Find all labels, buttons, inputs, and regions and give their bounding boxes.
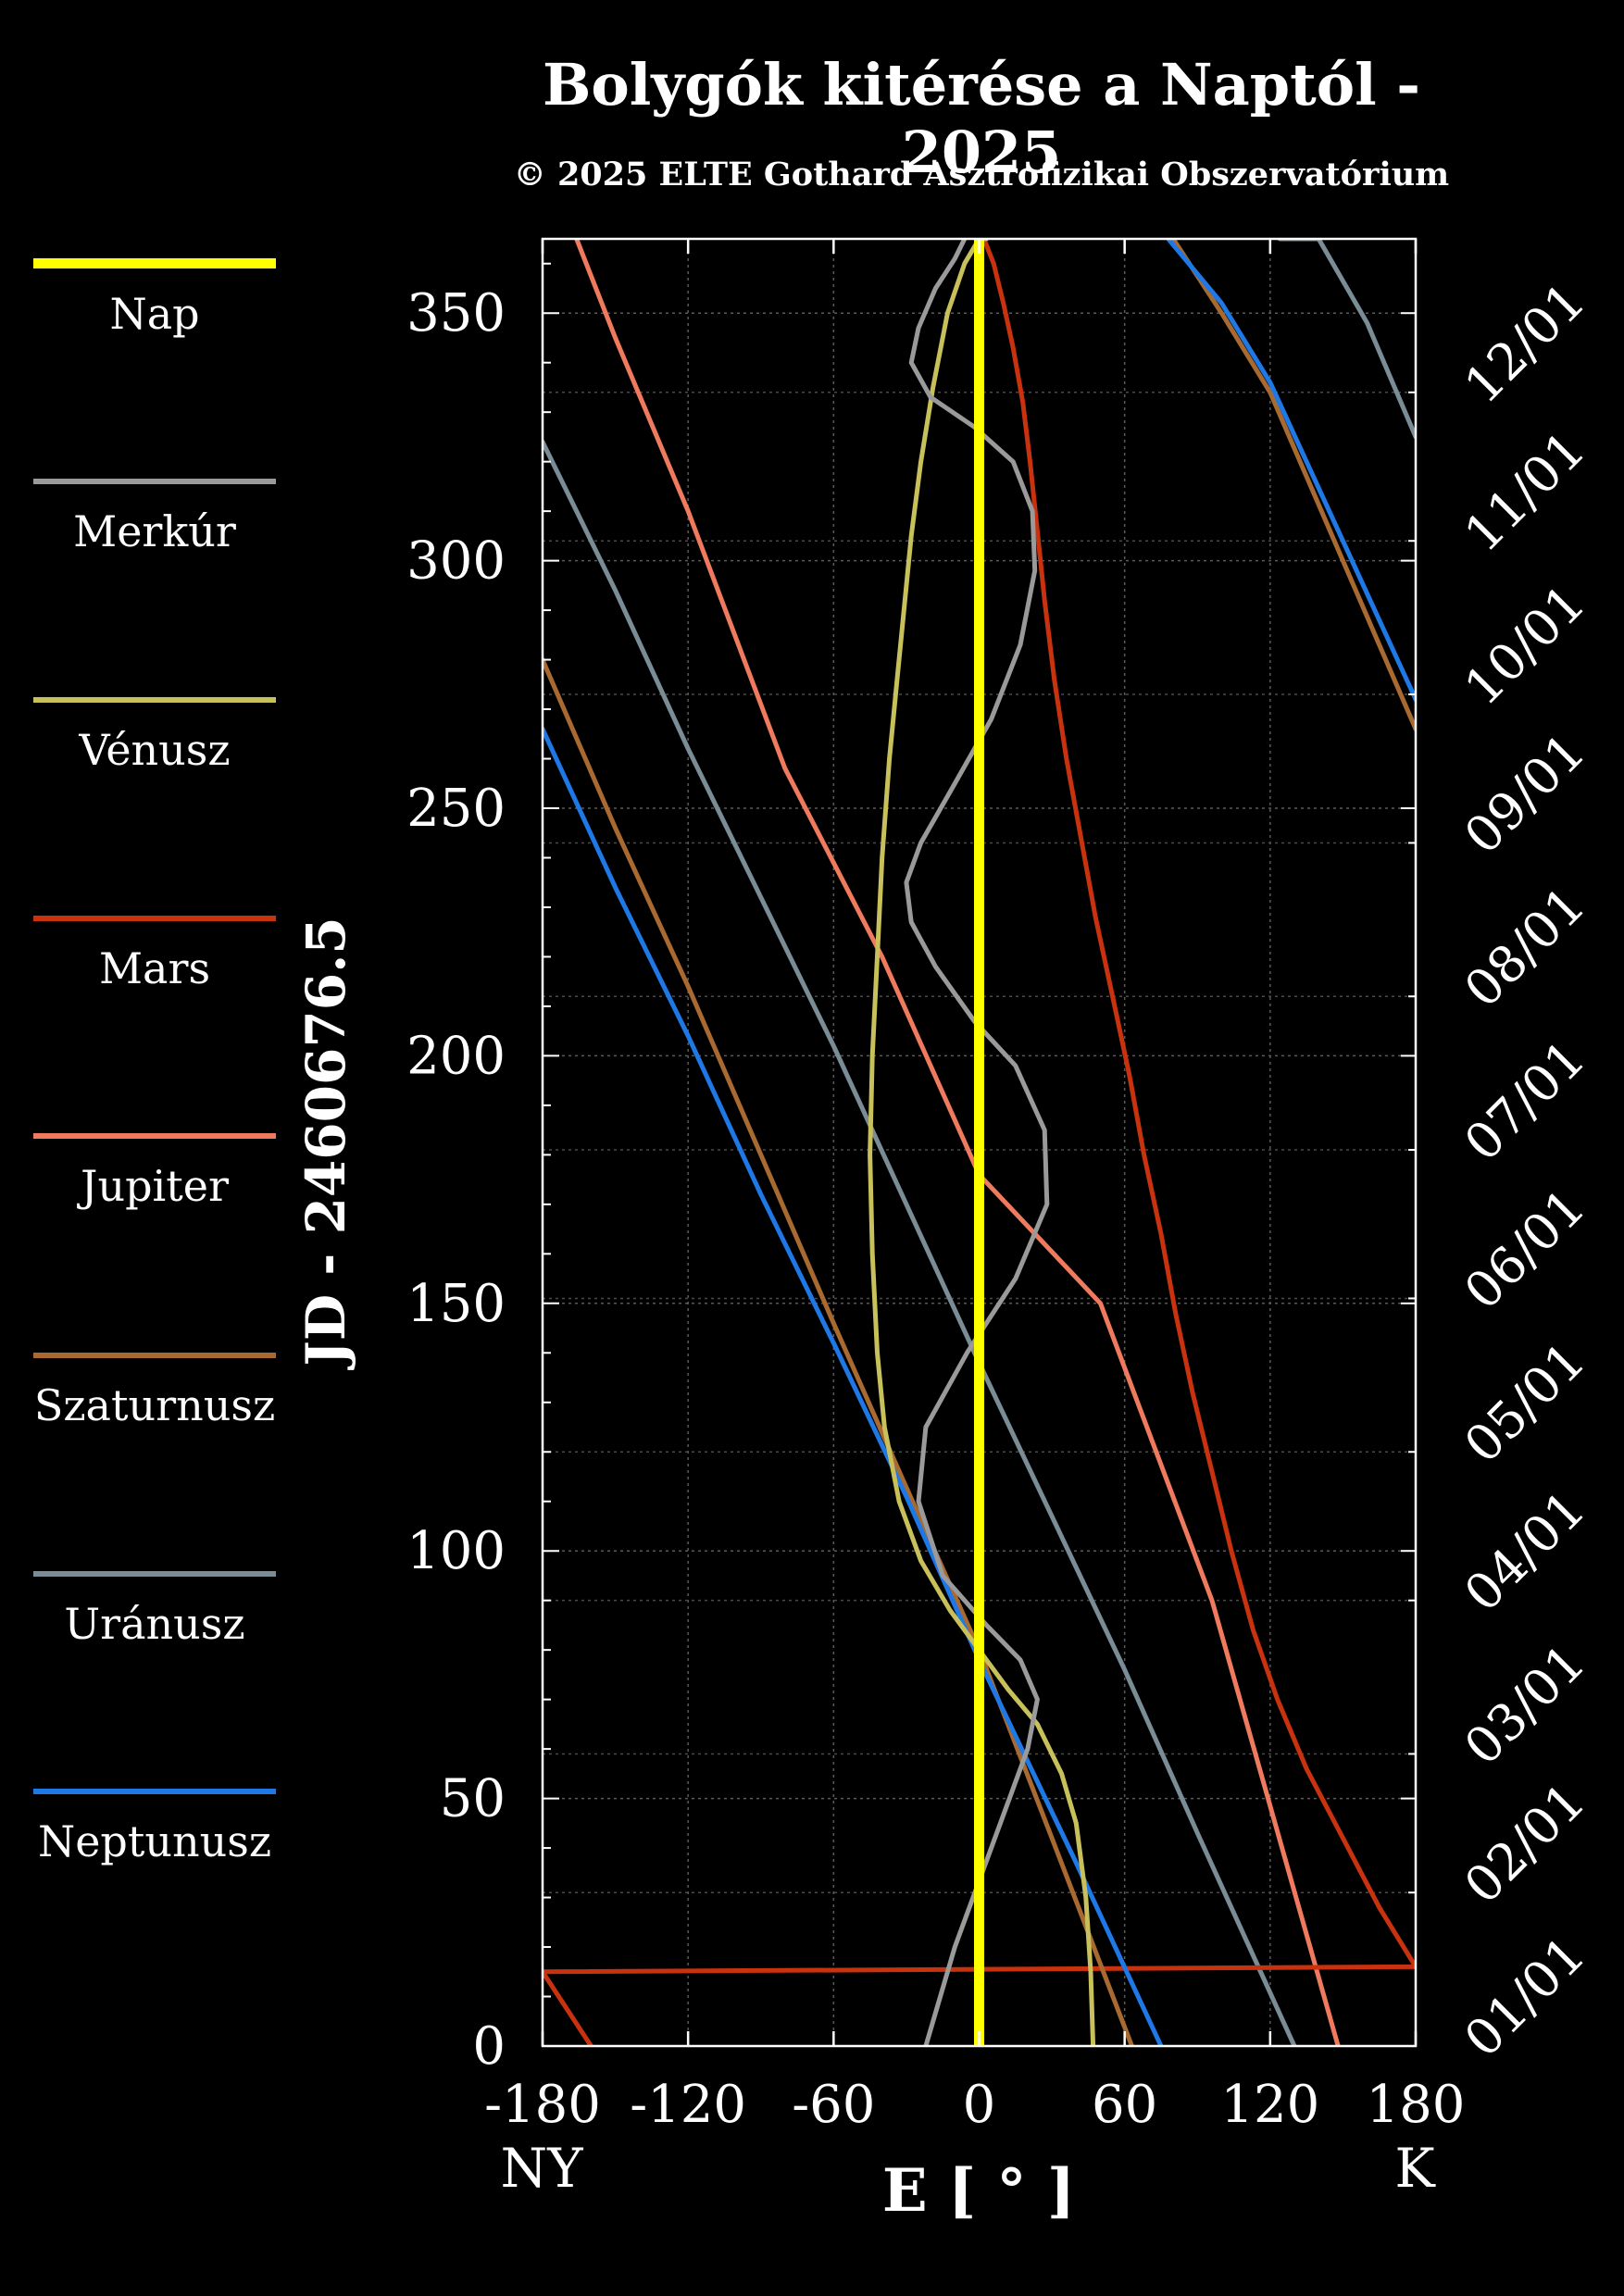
date-label: 04/01 <box>1454 1479 1597 1623</box>
x-right-label: K <box>1394 2137 1436 2200</box>
legend-swatch <box>33 479 276 484</box>
x-tick-label: -180 <box>484 2075 601 2135</box>
series-line-Uránusz <box>543 239 1416 2046</box>
date-label: 06/01 <box>1454 1178 1597 1321</box>
date-label: 05/01 <box>1454 1331 1597 1475</box>
series-line-Neptunusz <box>543 239 1416 2046</box>
x-tick-label: -60 <box>792 2075 875 2135</box>
x-tick-label: -120 <box>630 2075 746 2135</box>
series-line-Szaturnusz <box>543 239 1416 2046</box>
series-group <box>543 239 1416 2046</box>
date-label: 12/01 <box>1454 271 1597 415</box>
date-label: 11/01 <box>1454 420 1597 564</box>
y-tick-label: 250 <box>406 779 506 839</box>
date-label: 02/01 <box>1454 1772 1597 1915</box>
date-label: 01/01 <box>1454 1926 1597 2069</box>
x-tick-label: 0 <box>963 2075 996 2135</box>
date-label: 10/01 <box>1454 574 1597 718</box>
legend-label: Neptunusz <box>37 1816 272 1866</box>
series-line-Vénusz <box>868 239 1096 2046</box>
legend-swatch <box>33 1789 276 1794</box>
legend-label: Mars <box>98 943 211 993</box>
date-label: 03/01 <box>1454 1633 1597 1777</box>
legend-swatch <box>33 1353 276 1358</box>
y-axis-label: JD - 2460676.5 <box>294 917 357 1370</box>
legend-label: Merkúr <box>73 506 236 556</box>
y-tick-label: 350 <box>406 283 506 343</box>
legend-swatch <box>33 258 276 268</box>
legend-swatch <box>33 1133 276 1139</box>
x-tick-label: 60 <box>1092 2075 1157 2135</box>
x-tick-label: 180 <box>1367 2075 1466 2135</box>
legend-swatch <box>33 1571 276 1577</box>
legend-label: Vénusz <box>79 725 231 775</box>
legend-label: Szaturnusz <box>33 1380 276 1430</box>
series-line-Jupiter <box>574 239 1341 2046</box>
y-tick-label: 150 <box>406 1274 506 1334</box>
legend: Nap Merkúr Vénusz Mars Jupiter Szaturnusz Urán… <box>0 0 315 1944</box>
y-tick-label: 50 <box>440 1769 506 1829</box>
x-axis-label: E [ ° ] <box>882 2156 1075 2226</box>
chart-subtitle: © 2025 ELTE Gothard Asztrofizikai Obszer… <box>513 156 1450 193</box>
date-label: 07/01 <box>1454 1029 1597 1173</box>
legend-label: Nap <box>109 289 200 339</box>
x-left-label: NY <box>500 2137 583 2200</box>
chart-title: Bolygók kitérése a Naptól - 2025 <box>542 51 1421 186</box>
y-tick-label: 200 <box>406 1026 506 1086</box>
legend-swatch <box>33 916 276 921</box>
y-tick-label: 300 <box>406 531 506 592</box>
series-line-Merkúr <box>904 239 1050 2046</box>
y-tick-label: 100 <box>406 1521 506 1581</box>
legend-swatch <box>33 697 276 703</box>
y-tick-label: 0 <box>472 2016 506 2077</box>
legend-label: Jupiter <box>81 1161 229 1211</box>
x-tick-label: 120 <box>1220 2075 1319 2135</box>
date-label: 09/01 <box>1454 722 1597 866</box>
ticks <box>541 239 1418 2047</box>
legend-label: Uránusz <box>64 1599 245 1649</box>
date-label: 08/01 <box>1454 876 1597 1019</box>
